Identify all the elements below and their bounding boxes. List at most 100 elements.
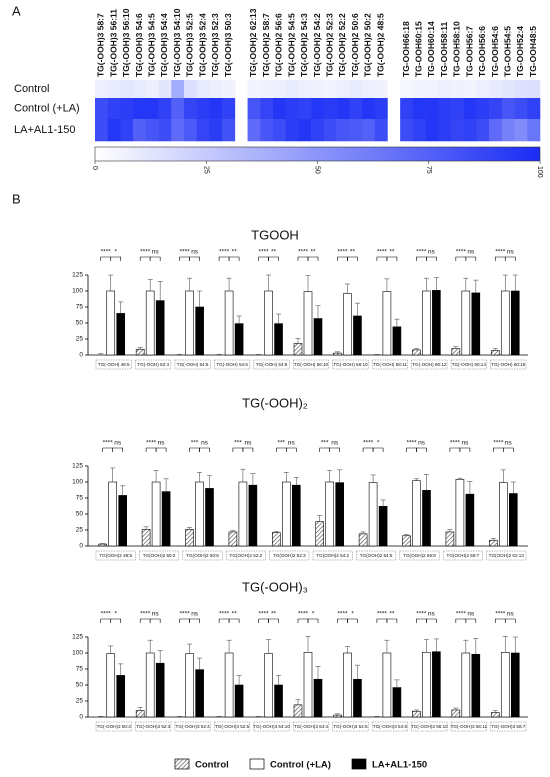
heatmap-cell <box>273 119 287 142</box>
bar <box>451 709 461 718</box>
bar <box>333 352 342 356</box>
heatmap-cell <box>120 119 134 142</box>
category-box <box>332 359 369 370</box>
bar <box>195 306 204 356</box>
significance-bracket <box>100 256 112 261</box>
heatmap-cell <box>501 80 515 99</box>
colorbar-tick-label: 0 <box>91 166 98 170</box>
x-tick-label: TG(-OOH) 60:15 <box>491 362 526 367</box>
significance-label: ns <box>152 611 160 618</box>
bar <box>461 290 471 356</box>
significance-label: ns <box>505 440 513 447</box>
heatmap-cell <box>514 98 528 120</box>
column-label: TG-OOH60:15 <box>413 21 423 77</box>
y-tick-label: 125 <box>72 634 83 641</box>
y-tick-label: 125 <box>72 463 83 470</box>
significance-label: ** <box>350 249 356 256</box>
heatmap-cell <box>374 119 388 142</box>
column-label: TG-OOH52:4 <box>515 26 525 77</box>
bar <box>353 678 362 718</box>
bar <box>510 652 520 718</box>
significance-bracket <box>504 618 516 623</box>
heatmap-cell <box>349 98 363 120</box>
significance-label: ns <box>507 611 515 618</box>
category-box <box>443 550 483 561</box>
chart-title: TG(-OOH)₃ <box>242 579 308 594</box>
heatmap-cell <box>196 98 210 120</box>
significance-label: **** <box>337 249 348 256</box>
x-tick-label: TG(OOH)2 54:2 <box>316 553 349 558</box>
heatmap-cell <box>209 119 223 142</box>
heatmap-cell <box>323 80 337 99</box>
y-tick-label: 25 <box>76 527 84 534</box>
heatmap-cell <box>171 119 185 142</box>
bar <box>248 484 258 547</box>
column-label: TG(-OOH)2 52:3 <box>324 13 334 77</box>
column-label: TG-OOH58:11 <box>439 21 449 77</box>
bar <box>500 652 510 718</box>
heatmap-cell <box>298 119 312 142</box>
colorbar <box>94 146 541 162</box>
heatmap-cell <box>425 98 439 120</box>
column-label: TG(-OOH)3 52:5 <box>185 13 195 77</box>
y-tick-label: 50 <box>76 320 84 327</box>
bar <box>402 535 411 547</box>
heatmap-cell <box>158 119 172 142</box>
significance-bracket <box>139 256 151 261</box>
category-box <box>293 359 329 370</box>
heatmap-cell <box>95 98 109 120</box>
significance-bracket <box>465 618 477 623</box>
significance-bracket <box>218 618 230 623</box>
bar <box>291 484 301 547</box>
category-box <box>490 721 527 732</box>
significance-label: * <box>351 611 354 618</box>
category-box <box>356 550 396 561</box>
bar <box>155 300 165 356</box>
significance-bracket <box>493 447 504 452</box>
category-box <box>253 359 290 370</box>
heatmap-cell <box>514 80 528 99</box>
significance-bracket <box>155 447 167 452</box>
significance-bracket <box>149 256 161 261</box>
bar <box>228 531 238 547</box>
bar <box>333 714 342 718</box>
y-tick-label: 100 <box>72 288 83 295</box>
bar <box>490 350 500 356</box>
x-tick-label: TG(-OOH) 54:5 <box>177 362 209 367</box>
bar <box>343 293 352 356</box>
heatmap-cell <box>463 119 477 142</box>
significance-label: **** <box>456 611 467 618</box>
heatmap-cell <box>171 80 185 99</box>
heatmap-cell <box>489 119 503 142</box>
significance-bracket <box>406 447 417 452</box>
heatmap-cell <box>476 98 490 120</box>
category-box <box>95 721 132 732</box>
column-label: TG-OOH56:6 <box>477 26 487 77</box>
bar <box>238 481 248 547</box>
significance-label: ns <box>191 611 199 618</box>
significance-label: ns <box>418 440 426 447</box>
significance-label: ** <box>232 249 238 256</box>
significance-bracket <box>228 618 240 623</box>
heatmap-cell <box>527 119 541 142</box>
significance-label: **** <box>258 249 269 256</box>
x-tick-label: TG(OOH)2 48:5 <box>99 553 132 558</box>
significance-label: **** <box>363 440 374 447</box>
heatmap-cell <box>184 119 198 142</box>
significance-label: **** <box>416 611 427 618</box>
heatmap-cell <box>133 119 147 142</box>
heatmap-cell <box>412 98 426 120</box>
bar <box>392 687 402 718</box>
panel-label: A <box>12 3 21 18</box>
bar <box>185 529 194 547</box>
bar <box>451 348 461 356</box>
bar <box>325 481 335 547</box>
bar <box>274 323 283 356</box>
y-tick-label: 100 <box>72 650 83 657</box>
heatmap-cell <box>362 119 376 142</box>
x-tick-label: TG(-OOH)3 54:4 <box>294 724 329 729</box>
significance-label: ns <box>467 249 475 256</box>
significance-label: **** <box>101 611 112 618</box>
significance-label: **** <box>180 611 191 618</box>
